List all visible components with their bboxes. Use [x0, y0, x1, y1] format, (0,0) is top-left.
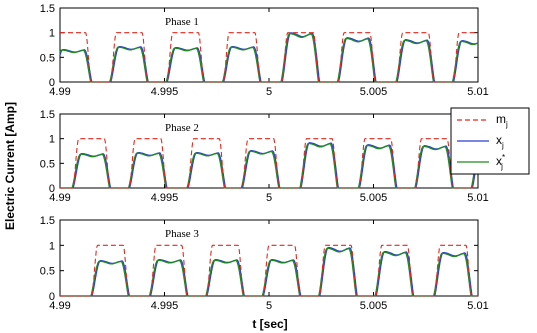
y-tick-label: 1.5	[40, 109, 55, 121]
legend-label-m: mj	[496, 112, 508, 129]
x-tick-label: 5.01	[467, 192, 488, 204]
x-axis-label: t [sec]	[252, 317, 287, 331]
x-tick-label: 5.01	[467, 86, 488, 98]
legend-label-main: x	[496, 154, 502, 168]
x-tick-label: 4.99	[49, 86, 70, 98]
series-m-line	[60, 244, 478, 297]
legend-label-main: m	[496, 112, 506, 126]
plot-frame	[59, 7, 479, 83]
legend-label-main: x	[496, 133, 502, 147]
x-tick-label: 5.01	[467, 300, 488, 312]
phase-title: Phase 3	[165, 228, 199, 240]
y-tick-label: 0	[49, 291, 55, 303]
series-m-line	[60, 138, 479, 189]
y-tick-label: 0.5	[40, 52, 55, 64]
x-tick-label: 5.005	[360, 192, 388, 204]
x-tick-label: 4.99	[49, 300, 70, 312]
legend-label-sup: *	[502, 153, 505, 162]
y-tick-label: 1.5	[40, 3, 55, 15]
x-tick-label: 5.005	[360, 86, 388, 98]
y-tick-label: 1	[49, 240, 55, 252]
x-tick-label: 4.99	[49, 192, 70, 204]
panel-2: 0 0.5 1 1.5 4.99 4.995 5 5.005 5.01 Phase 2	[40, 109, 489, 204]
x-tick-label: 5	[266, 192, 272, 204]
x-tick-label: 5.005	[360, 300, 388, 312]
legend-label-sub: j	[505, 120, 508, 129]
plot-frame	[59, 113, 479, 189]
legend-label-sub: j	[500, 162, 503, 171]
x-tick-label: 5	[266, 86, 272, 98]
legend-label-xstar: x* j	[496, 153, 505, 171]
phase-title: Phase 2	[165, 122, 199, 134]
x-tick-label: 4.995	[151, 300, 179, 312]
panel-3: 0 0.5 1 1.5 4.99 4.995 5 5.005 5.01 Phase 3	[40, 215, 489, 312]
y-tick-label: 0.5	[40, 266, 55, 278]
y-tick-label: 0.5	[40, 158, 55, 170]
y-tick-label: 1	[49, 134, 55, 146]
y-tick-label: 1.5	[40, 215, 55, 227]
x-tick-label: 4.995	[151, 192, 179, 204]
panel-1: 0 0.5 1 1.5 4.99 4.995 5 5.005 5.01 Phase 1	[40, 3, 489, 98]
legend-label-sub: j	[501, 141, 504, 150]
y-tick-label: 1	[49, 28, 55, 40]
y-tick-label: 0	[49, 77, 55, 89]
series-m-line	[60, 32, 478, 83]
x-tick-label: 4.995	[151, 86, 179, 98]
x-tick-label: 5	[266, 300, 272, 312]
legend-label-x: xj	[496, 133, 504, 150]
phase-title: Phase 1	[165, 16, 199, 28]
y-tick-label: 0	[49, 183, 55, 195]
plot-frame	[59, 219, 479, 297]
y-axis-label: Electric Current [Amp]	[3, 102, 17, 230]
